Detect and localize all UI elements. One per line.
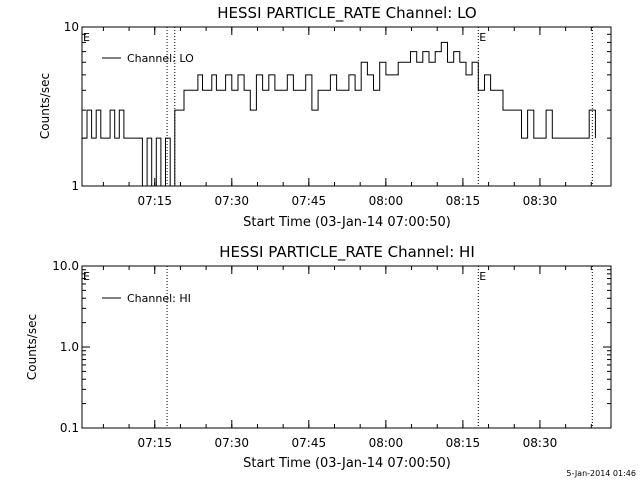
event-marker-lo: E bbox=[83, 31, 90, 44]
legend-entry-hi: Channel: HI bbox=[127, 292, 191, 305]
series-line-lo bbox=[82, 41, 596, 187]
x-tick-label-hi: 08:15 bbox=[446, 436, 481, 450]
chart-title-hi: HESSI PARTICLE_RATE Channel: HI bbox=[219, 243, 475, 262]
ticks-hi: 07:15 07:30 07:45 08:00 08:15 08:30 0.1 1.0 10.0 bbox=[52, 259, 611, 450]
lo-channel-panel: HESSI PARTICLE_RATE Channel: LO Counts/s… bbox=[38, 4, 612, 230]
y-axis-label-hi: Counts/sec bbox=[25, 314, 39, 380]
x-tick-label-lo: 07:30 bbox=[214, 194, 249, 208]
y-axis-label-lo: Counts/sec bbox=[38, 73, 52, 139]
x-tick-label-lo: 07:15 bbox=[137, 194, 172, 208]
chart-title-lo: HESSI PARTICLE_RATE Channel: LO bbox=[217, 4, 476, 23]
x-tick-label-hi: 08:00 bbox=[369, 436, 404, 450]
plot-area-lo bbox=[81, 26, 612, 187]
dotted-lines-hi bbox=[166, 266, 593, 428]
plot-area-hi bbox=[81, 265, 612, 429]
legend-lo: Channel: LO bbox=[102, 52, 194, 65]
x-tick-label-hi: 07:15 bbox=[137, 436, 172, 450]
y-tick-label-lo: 1 bbox=[71, 179, 79, 193]
x-axis-label-lo: Start Time (03-Jan-14 07:00:50) bbox=[243, 215, 451, 230]
dotted-lines-lo bbox=[166, 27, 593, 186]
x-tick-label-lo: 08:30 bbox=[523, 194, 558, 208]
event-marker-hi: E bbox=[479, 270, 486, 283]
x-tick-label-lo: 08:00 bbox=[369, 194, 404, 208]
x-tick-label-hi: 08:30 bbox=[523, 436, 558, 450]
ticks-lo: 07:15 07:30 07:45 08:00 08:15 08:30 1 10 bbox=[64, 20, 611, 208]
x-axis-label-hi: Start Time (03-Jan-14 07:00:50) bbox=[243, 456, 451, 471]
legend-hi: Channel: HI bbox=[102, 292, 191, 305]
y-tick-label-lo: 10 bbox=[64, 20, 79, 34]
hi-channel-panel: HESSI PARTICLE_RATE Channel: HI Counts/s… bbox=[25, 243, 612, 471]
event-marker-hi: E bbox=[83, 270, 90, 283]
y-tick-label-hi: 1.0 bbox=[60, 340, 79, 354]
legend-entry-lo: Channel: LO bbox=[127, 52, 194, 65]
x-tick-label-lo: 07:45 bbox=[292, 194, 327, 208]
event-marker-lo: E bbox=[479, 31, 486, 44]
timestamp-stamp: 5-Jan-2014 01:46 bbox=[566, 469, 636, 478]
x-tick-label-lo: 08:15 bbox=[446, 194, 481, 208]
y-tick-label-hi: 10.0 bbox=[52, 259, 79, 273]
x-tick-label-hi: 07:30 bbox=[214, 436, 249, 450]
y-tick-label-hi: 0.1 bbox=[60, 421, 79, 435]
x-tick-label-hi: 07:45 bbox=[292, 436, 327, 450]
